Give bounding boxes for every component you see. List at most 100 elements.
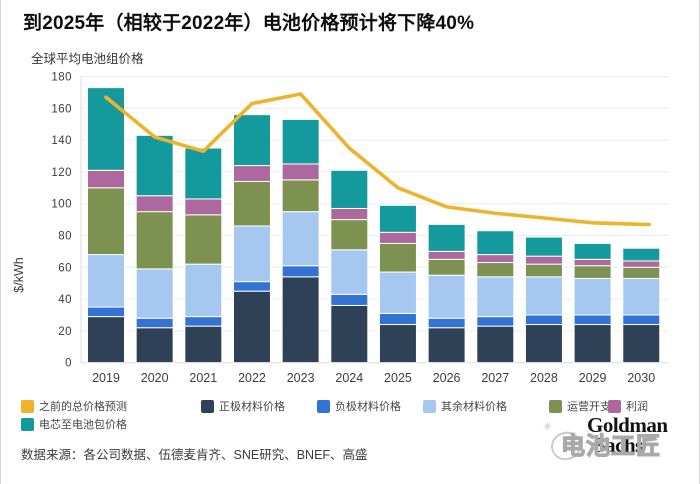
bar-segment-cell_to_pack [87, 87, 125, 171]
bar-segment-profit [524, 255, 563, 265]
legend-item: 利润 [608, 399, 648, 413]
watermark-overlay-text: 电池工匠 [560, 432, 661, 460]
x-tick-label: 2025 [384, 371, 412, 385]
y-tick-label: 120 [51, 167, 72, 179]
y-tick-label: 40 [58, 294, 72, 306]
sachs-line: Sachs [594, 432, 643, 457]
x-tick-label: 2026 [433, 371, 461, 385]
legend-item: 电芯至电池包价格 [21, 417, 127, 431]
x-tick-label: 2021 [189, 371, 217, 385]
bar-segment-anode [573, 314, 612, 326]
bar-segment-opex [330, 219, 369, 251]
x-tick-label: 2028 [530, 371, 558, 385]
x-tick-label: 2029 [579, 371, 607, 385]
bar-segment-cathode [476, 325, 515, 364]
bar-segment-cathode [330, 304, 369, 364]
bar-segment-opex [573, 265, 612, 279]
watermark-spark-icon: ✳ [543, 421, 553, 433]
bar-segment-anode [184, 316, 223, 327]
bar-segment-other_materials [184, 263, 223, 318]
y-tick-label: 80 [58, 231, 72, 243]
bar-segment-anode [378, 312, 417, 326]
bar-segment-cell_to_pack [622, 247, 661, 262]
bar-segment-other_materials [427, 274, 466, 319]
y-tick-label: 60 [58, 262, 72, 274]
x-tick-label: 2023 [287, 371, 315, 385]
bar-segment-cathode [427, 327, 466, 364]
goldman-line: Goldman [587, 413, 668, 437]
legend-item: 正极材料价格 [201, 399, 285, 413]
legend-swatch-icon [549, 399, 562, 413]
bar-segment-anode [281, 265, 320, 278]
legend-row-2: 电芯至电池包价格 [1, 417, 699, 433]
bar-segment-anode [524, 314, 563, 326]
y-tick-label: 0 [65, 358, 72, 370]
legend-label: 正极材料价格 [219, 401, 285, 413]
bar-segment-profit [281, 163, 320, 181]
bar-segment-opex [427, 258, 466, 276]
y-tick-label: 20 [58, 326, 72, 338]
bar-segment-other_materials [378, 271, 417, 314]
legend-item: 运营开支 [549, 399, 611, 413]
bar-segment-cell_to_pack [378, 204, 417, 233]
bar-segment-profit [427, 250, 466, 260]
bar-segment-other_materials [281, 211, 320, 267]
y-axis-title: $/kWh [12, 257, 26, 292]
bar-segment-cell_to_pack [573, 242, 612, 260]
legend-label: 负极材料价格 [335, 401, 401, 413]
y-tick-label: 160 [51, 103, 72, 115]
y-tick-label: 180 [51, 72, 72, 84]
legend-swatch-icon [423, 399, 436, 413]
x-tick-label: 2019 [92, 371, 120, 385]
bar-segment-other_materials [330, 249, 369, 295]
bar-segment-cell_to_pack [135, 134, 174, 197]
x-tick-label: 2022 [238, 371, 266, 385]
bar-segment-profit [476, 254, 515, 264]
bar-segment-profit [378, 231, 417, 244]
bar-segment-anode [87, 306, 125, 318]
bar-segment-profit [87, 169, 125, 189]
chart-plot-area: 0 20 40 60 80 100 120 140 160 180 $/kWh 2019 2020 202… [1, 60, 699, 390]
legend-label: 电芯至电池包价格 [39, 419, 127, 431]
data-source-note: 数据来源：各公司数据、伍德麦肯齐、SNE研究、BNEF、高盛 [21, 448, 368, 462]
bar-segment-other_materials [573, 277, 612, 316]
bar-segment-cathode [524, 324, 563, 364]
bar-segment-cathode [135, 327, 174, 364]
bar-segment-cathode [622, 324, 661, 364]
bar-segment-opex [476, 262, 515, 278]
bar-segment-cell_to_pack [427, 223, 466, 252]
legend-row-1: 之前的总价格预测 正极材料价格 负极材料价格 其余材料价格 运营开支 利润 [1, 399, 699, 415]
bar-segment-cell_to_pack [184, 147, 223, 200]
bar-segment-other_materials [524, 276, 563, 316]
y-tick-label: 100 [51, 199, 72, 211]
bar-segment-opex [524, 263, 563, 278]
legend-item: 负极材料价格 [317, 399, 401, 413]
forecast-line [104, 92, 652, 227]
bar-segment-anode [135, 317, 174, 329]
bar-segment-profit [184, 198, 223, 216]
legend-swatch-icon [201, 399, 214, 413]
bar-segment-anode [232, 281, 271, 292]
bar-segment-profit [135, 195, 174, 213]
bar-segment-anode [427, 317, 466, 329]
x-tick-label: 2027 [481, 371, 509, 385]
y-tick-label: 140 [51, 135, 72, 147]
bar-segment-cell_to_pack [330, 169, 369, 209]
x-tick-label: 2030 [627, 371, 655, 385]
bar-segment-other_materials [135, 268, 174, 319]
legend-label: 之前的总价格预测 [39, 401, 127, 413]
bar-segment-cathode [281, 276, 320, 364]
legend-swatch-icon [317, 399, 330, 413]
bar-segment-cathode [184, 325, 223, 364]
bar-segment-cathode [87, 316, 125, 364]
bar-segment-opex [622, 266, 661, 279]
legend-label: 利润 [626, 401, 648, 413]
goldman-sachs-logo: Goldman Sachs ✳ 电池工匠 [543, 413, 693, 478]
legend-label: 运营开支 [567, 401, 611, 413]
bar-segment-cathode [378, 324, 417, 364]
bar-segment-cell_to_pack [476, 230, 515, 256]
bar-segment-opex [135, 211, 174, 270]
legend-swatch-icon [608, 399, 621, 413]
goldman-sachs-wordmark: Goldman Sachs [587, 413, 668, 457]
